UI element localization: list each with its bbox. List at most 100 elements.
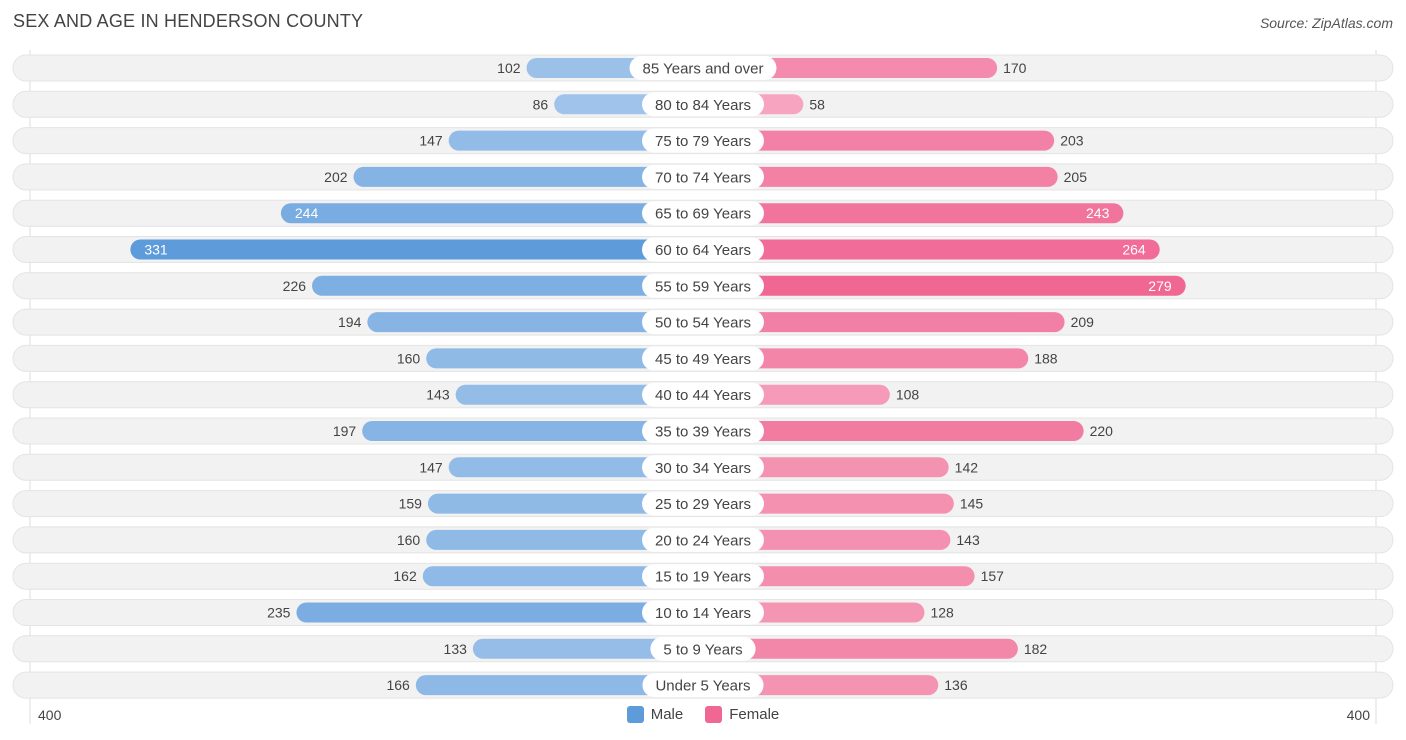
value-label-female: 58 [809, 96, 825, 112]
value-label-male: 143 [426, 387, 450, 403]
bar-female [703, 275, 1186, 296]
category-pill [642, 164, 764, 189]
source-credit: Source: ZipAtlas.com [1259, 15, 1393, 31]
value-label-male: 162 [393, 568, 417, 584]
value-label-male: 147 [419, 133, 443, 149]
category-pill [642, 92, 764, 117]
bar-female [703, 58, 998, 78]
legend-label-male: Male [650, 706, 684, 723]
category-label: 70 to 74 Years [655, 169, 751, 186]
bar-female [703, 457, 949, 478]
bar-female [703, 493, 954, 514]
value-label-female: 170 [1003, 60, 1027, 76]
value-label-female: 142 [955, 459, 979, 475]
bar-male [427, 493, 703, 514]
value-label-male: 202 [324, 169, 348, 185]
value-label-female: 188 [1034, 350, 1058, 366]
axis-label-right: 400 [1346, 707, 1370, 723]
bar-female [703, 529, 951, 550]
value-label-female: 182 [1024, 641, 1048, 657]
value-label-male: 147 [419, 459, 443, 475]
category-pill [642, 491, 764, 516]
category-label: 50 to 54 Years [655, 315, 751, 332]
bar-male [367, 312, 703, 333]
category-pill [642, 455, 764, 480]
value-label-female: 136 [944, 677, 968, 693]
category-label: 75 to 79 Years [655, 133, 751, 150]
value-label-male: 159 [399, 496, 423, 512]
value-label-male: 160 [397, 350, 421, 366]
axis-label-left: 400 [38, 707, 62, 723]
value-label-female: 108 [896, 387, 920, 403]
category-label: Under 5 Years [655, 678, 750, 695]
value-label-male: 160 [397, 532, 421, 548]
bar-female [703, 566, 975, 587]
value-label-male: 235 [267, 605, 291, 621]
bar-male [353, 166, 703, 187]
value-label-male: 197 [333, 423, 357, 439]
bar-female [703, 638, 1018, 659]
bar-male [455, 384, 703, 405]
category-pill [642, 382, 764, 407]
value-label-female: 243 [1086, 205, 1110, 221]
bar-female [703, 312, 1065, 333]
category-label: 25 to 29 Years [655, 496, 751, 513]
value-label-male: 331 [144, 242, 168, 258]
bar-male [426, 529, 703, 550]
value-label-male: 86 [533, 96, 549, 112]
value-label-male: 166 [386, 677, 410, 693]
bar-female [703, 166, 1058, 187]
category-label: 35 to 39 Years [655, 424, 751, 441]
bar-male [422, 566, 703, 587]
chart-title: SEX AND AGE IN HENDERSON COUNTY [13, 11, 364, 31]
bar-male [362, 421, 703, 441]
value-label-male: 133 [444, 641, 468, 657]
category-label: 80 to 84 Years [655, 97, 751, 114]
value-label-female: 220 [1090, 423, 1114, 439]
value-label-female: 145 [960, 496, 984, 512]
legend-label-female: Female [729, 706, 780, 723]
bar-female [703, 421, 1084, 441]
bar-male [448, 130, 703, 151]
bar-male [472, 638, 703, 659]
legend: Male Female [0, 706, 1406, 723]
category-pill [642, 564, 764, 589]
bar-female [703, 203, 1124, 224]
value-label-female: 203 [1060, 133, 1084, 149]
category-label: 15 to 19 Years [655, 569, 751, 586]
category-label: 20 to 24 Years [655, 532, 751, 549]
category-label: 5 to 9 Years [663, 641, 742, 658]
value-label-male: 194 [338, 314, 362, 330]
category-pill [642, 346, 764, 371]
legend-swatch-male [626, 706, 644, 723]
category-label: 45 to 49 Years [655, 351, 751, 368]
legend-swatch-female [705, 706, 723, 723]
value-label-female: 279 [1148, 278, 1172, 294]
bar-female [703, 348, 1029, 369]
category-pill [642, 310, 764, 335]
category-label: 30 to 34 Years [655, 460, 751, 477]
bar-male [296, 602, 703, 623]
value-label-female: 128 [930, 605, 954, 621]
value-label-female: 209 [1071, 314, 1095, 330]
value-label-female: 264 [1122, 242, 1146, 258]
category-label: 60 to 64 Years [655, 242, 751, 259]
category-label: 65 to 69 Years [655, 206, 751, 223]
category-pill [642, 527, 764, 552]
value-label-female: 205 [1064, 169, 1088, 185]
value-label-female: 143 [956, 532, 980, 548]
category-label: 40 to 44 Years [655, 387, 751, 404]
bar-female [703, 130, 1055, 151]
bar-female [703, 239, 1160, 260]
category-label: 55 to 59 Years [655, 278, 751, 295]
category-label: 85 Years and over [643, 61, 764, 78]
category-pill [642, 201, 764, 226]
category-pill [642, 237, 764, 262]
legend-item-female: Female [705, 706, 779, 723]
value-label-male: 102 [497, 60, 521, 76]
category-pill [642, 419, 764, 443]
bar-male [280, 203, 703, 224]
category-pill [629, 56, 777, 80]
category-pill [642, 273, 764, 298]
